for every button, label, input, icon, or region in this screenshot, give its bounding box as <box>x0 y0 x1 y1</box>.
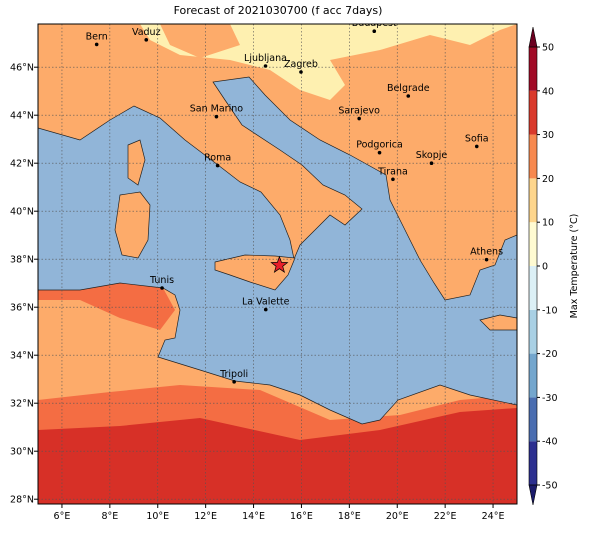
city-marker <box>474 144 479 149</box>
city-label: Podgorica <box>356 140 403 151</box>
colorbar-segment <box>529 178 537 223</box>
colorbar-segment <box>529 309 537 354</box>
colorbar-extend-low <box>528 484 538 506</box>
city-label: Skopje <box>416 150 448 161</box>
y-tick-label: 42°N <box>10 159 34 170</box>
city-label: Budapest <box>352 18 397 29</box>
island <box>127 139 146 186</box>
colorbar-segment <box>529 47 537 91</box>
colorbar-segment <box>529 397 537 442</box>
city-marker <box>357 116 361 121</box>
colorbar-segment <box>529 441 537 485</box>
x-tick-label: 22°E <box>434 511 457 522</box>
city-marker <box>94 42 99 47</box>
city-label: La Valette <box>242 297 290 308</box>
sea <box>38 76 517 425</box>
y-tick-label: 32°N <box>10 399 34 410</box>
colorbar-segment <box>529 134 537 179</box>
y-tick-label: 38°N <box>10 255 34 266</box>
city-label: Vaduz <box>132 27 161 38</box>
colorbar-tick-label: 10 <box>542 218 554 229</box>
y-tick-label: 46°N <box>10 63 34 74</box>
colorbar-tick-label: 0 <box>542 262 548 273</box>
colorbar-segment <box>529 353 537 398</box>
x-tick-label: 20°E <box>386 511 409 522</box>
x-tick-label: 18°E <box>338 511 361 522</box>
city-label: Tunis <box>149 275 174 286</box>
city-marker <box>406 94 411 98</box>
city-label: Tirana <box>377 166 408 177</box>
hot-zone <box>38 283 175 330</box>
city-label: Ljubljana <box>244 53 287 64</box>
y-tick-label: 28°N <box>10 495 34 506</box>
colorbar-tick-label: 50 <box>542 43 554 54</box>
colorbar-segment <box>529 222 537 266</box>
city-marker <box>429 161 434 165</box>
city-label: Athens <box>470 247 503 258</box>
map-frame <box>37 23 518 505</box>
city-marker <box>299 70 303 74</box>
city-marker <box>214 114 219 119</box>
y-tick-label: 36°N <box>10 303 34 314</box>
colorbar-tick-label: 20 <box>542 174 554 185</box>
star-marker <box>270 255 289 273</box>
city-label: Tripoli <box>219 369 248 380</box>
x-tick-label: 14°E <box>242 511 265 522</box>
y-tick-label: 44°N <box>10 111 34 122</box>
x-tick-label: 6°E <box>54 511 71 522</box>
colorbar-segment <box>529 90 537 135</box>
x-tick-label: 12°E <box>194 511 217 522</box>
colorbar-tick-label: 40 <box>542 86 554 97</box>
city-marker <box>391 177 395 182</box>
x-tick-label: 24°E <box>482 511 505 522</box>
y-tick-label: 40°N <box>10 207 34 218</box>
colorbar-tick-label: -30 <box>542 393 558 404</box>
colorbar-label: Max Temperature (°C) <box>569 214 580 319</box>
colorbar-segment <box>529 266 537 310</box>
colorbar-tick-label: -50 <box>542 481 558 492</box>
city-marker <box>144 38 149 42</box>
colorbar-tick-label: -40 <box>542 437 558 448</box>
colorbar-extend-high <box>528 26 538 48</box>
city-label: Bern <box>86 31 108 42</box>
city-marker <box>484 257 489 262</box>
colorbar-tick-label: 30 <box>542 130 554 141</box>
city-label: Belgrade <box>387 83 430 94</box>
x-tick-label: 10°E <box>146 511 169 522</box>
axes: 6°E 8°E 10°E 12°E 14°E 16°E 18°E 20°E 22°E 24°E 28… <box>10 63 504 522</box>
city-marker <box>215 163 220 168</box>
city-label: Sofia <box>465 133 489 144</box>
y-tick-label: 34°N <box>10 351 34 362</box>
city-marker <box>160 286 164 290</box>
title: Forecast of 2021030700 (f acc 7days) <box>174 4 383 17</box>
colorbar-tick-label: -20 <box>542 349 558 360</box>
x-tick-label: 8°E <box>101 511 118 522</box>
x-tick-label: 16°E <box>290 511 313 522</box>
city-marker <box>232 380 236 384</box>
island <box>114 191 151 259</box>
city-marker <box>377 150 382 155</box>
colorbar: -50 -40 -30 -20 -10 0 10 20 30 40 50 <box>528 26 558 506</box>
city-label: Roma <box>204 153 231 164</box>
colorbar-tick-label: -10 <box>542 305 558 316</box>
land <box>160 24 240 58</box>
city-marker <box>263 307 268 312</box>
city-label: Zagreb <box>284 59 318 70</box>
grid <box>38 24 517 504</box>
city-label: Sarajevo <box>338 106 380 117</box>
city-marker <box>372 29 377 33</box>
y-tick-label: 30°N <box>10 447 34 458</box>
city-marker <box>263 64 268 68</box>
island <box>479 314 517 331</box>
city-label: San Marino <box>190 104 243 115</box>
